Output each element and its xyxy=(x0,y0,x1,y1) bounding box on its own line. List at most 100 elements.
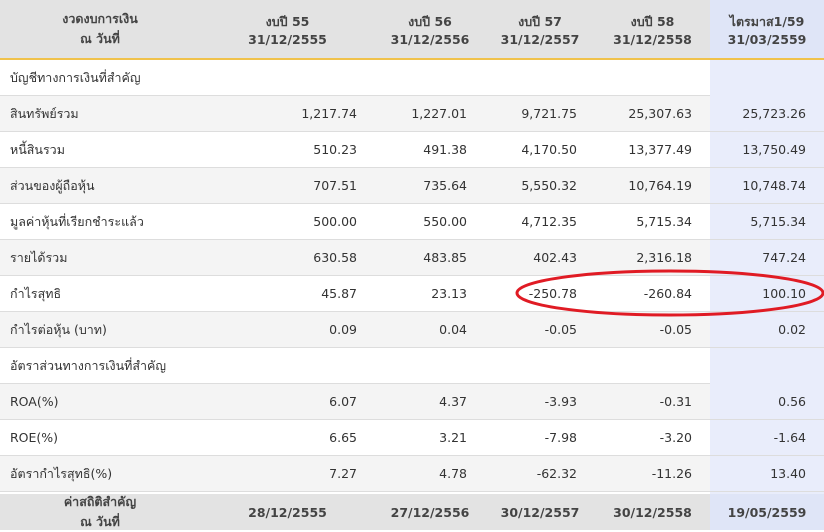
cell-text: -250.78 xyxy=(528,286,577,301)
cell-text: กำไรต่อหุ้น (บาท) xyxy=(10,321,107,337)
cell-text: -0.05 xyxy=(659,322,692,337)
header-cell: งบปี 55 31/12/2555 xyxy=(200,0,375,58)
table-cell: 13,750.49 xyxy=(710,132,824,168)
cell-text: 1,217.74 xyxy=(301,106,357,121)
cell-text: 707.51 xyxy=(313,178,357,193)
header-cell: ค่าสถิติสำคัญณ วันที่ xyxy=(0,494,200,530)
row-bg xyxy=(0,312,710,348)
cell-text: -260.84 xyxy=(643,286,692,301)
table-cell: -3.20 xyxy=(595,420,710,456)
cell-text: 0.56 xyxy=(778,394,806,409)
cell-text: งบปี 56 xyxy=(408,13,452,29)
table-cell: 5,715.34 xyxy=(595,204,710,240)
table-cell: -0.31 xyxy=(595,384,710,420)
table-cell: อัตรากำไรสุทธิ(%) xyxy=(0,456,200,492)
cell-text: ณ วันที่ xyxy=(80,31,120,46)
cell-text: งบปี 55 xyxy=(265,13,310,29)
table-cell: 402.43 xyxy=(485,240,595,276)
table-cell: 500.00 xyxy=(200,204,375,240)
header-cell: งบปี 56 31/12/2556 xyxy=(375,0,485,58)
cell-text: 747.24 xyxy=(762,250,806,265)
highlight-column xyxy=(710,0,824,530)
table-cell: ROA(%) xyxy=(0,384,200,420)
cell-text: 550.00 xyxy=(423,214,467,229)
table-cell: 483.85 xyxy=(375,240,485,276)
cell-text: ROE(%) xyxy=(10,430,59,445)
table-cell: 735.64 xyxy=(375,168,485,204)
header-cell: 19/05/2559 xyxy=(710,494,824,530)
table-cell: 4.78 xyxy=(375,456,485,492)
cell-text: บัญชีทางการเงินที่สำคัญ xyxy=(10,69,141,85)
cell-text: 4,170.50 xyxy=(521,142,577,157)
cell-text: -0.31 xyxy=(659,394,692,409)
table-cell: 0.04 xyxy=(375,312,485,348)
table-cell: 9,721.75 xyxy=(485,96,595,132)
table-cell: หนี้สินรวม xyxy=(0,132,200,168)
cell-text: 0.02 xyxy=(778,322,806,337)
table-cell: -0.05 xyxy=(485,312,595,348)
cell-text: 31/12/2555 xyxy=(248,31,327,47)
header-rule xyxy=(0,58,824,60)
table-cell: 25,307.63 xyxy=(595,96,710,132)
cell-text: 31/12/2556 xyxy=(390,31,470,47)
cell-text: 0.09 xyxy=(329,322,357,337)
cell-text: -7.98 xyxy=(544,430,577,445)
table-cell: -62.32 xyxy=(485,456,595,492)
table-cell: ส่วนของผู้ถือหุ้น xyxy=(0,168,200,204)
row-bg xyxy=(0,384,710,420)
cell-text: 13,750.49 xyxy=(742,142,806,157)
cell-text: 10,764.19 xyxy=(628,178,692,193)
cell-text: ไตรมาส1/59 xyxy=(729,13,805,29)
table-cell: -7.98 xyxy=(485,420,595,456)
cell-text: 3.21 xyxy=(439,430,467,445)
table-cell: 550.00 xyxy=(375,204,485,240)
table-cell: 5,550.32 xyxy=(485,168,595,204)
row-bg xyxy=(0,456,710,492)
cell-text: อัตราส่วนทางการเงินที่สำคัญ xyxy=(10,357,167,373)
table-cell: -1.64 xyxy=(710,420,824,456)
cell-text: งบปี 58 xyxy=(630,13,675,29)
table-cell: 10,748.74 xyxy=(710,168,824,204)
cell-text: 100.10 xyxy=(762,286,806,301)
table-cell: -3.93 xyxy=(485,384,595,420)
table-cell: มูลค่าหุ้นที่เรียกชำระแล้ว xyxy=(0,204,200,240)
table-cell: 4,170.50 xyxy=(485,132,595,168)
table-cell: -11.26 xyxy=(595,456,710,492)
section-title: บัญชีทางการเงินที่สำคัญ xyxy=(0,60,710,96)
header-cell: ไตรมาส1/59 31/03/2559 xyxy=(710,0,824,58)
header-cell: งบปี 57 31/12/2557 xyxy=(485,0,595,58)
cell-text: 13,377.49 xyxy=(628,142,692,157)
table-cell: 0.02 xyxy=(710,312,824,348)
cell-text: 30/12/2557 xyxy=(500,504,580,520)
cell-text: -11.26 xyxy=(651,466,692,481)
table-cell: 5,715.34 xyxy=(710,204,824,240)
table-cell: กำไรต่อหุ้น (บาท) xyxy=(0,312,200,348)
cell-text: 6.65 xyxy=(329,430,357,445)
cell-text: รายได้รวม xyxy=(10,249,68,265)
cell-text: 510.23 xyxy=(313,142,357,157)
table-cell: 707.51 xyxy=(200,168,375,204)
cell-text: สินทรัพย์รวม xyxy=(10,105,79,121)
cell-text: 7.27 xyxy=(329,466,357,481)
header-cell: 30/12/2557 xyxy=(485,494,595,530)
table-cell: 1,227.01 xyxy=(375,96,485,132)
cell-text: 23.13 xyxy=(431,286,467,301)
cell-text: -3.93 xyxy=(544,394,577,409)
table-cell: 630.58 xyxy=(200,240,375,276)
row-bg xyxy=(0,168,710,204)
table-cell: 4.37 xyxy=(375,384,485,420)
cell-text: 13.40 xyxy=(770,466,806,481)
cell-text: มูลค่าหุ้นที่เรียกชำระแล้ว xyxy=(10,213,144,229)
header-cell: 30/12/2558 xyxy=(595,494,710,530)
cell-text: 30/12/2558 xyxy=(613,504,692,520)
table-cell: 6.07 xyxy=(200,384,375,420)
table-cell: 13.40 xyxy=(710,456,824,492)
table-cell: สินทรัพย์รวม xyxy=(0,96,200,132)
cell-text: 28/12/2555 xyxy=(248,504,327,520)
cell-text: 6.07 xyxy=(329,394,357,409)
cell-text: 19/05/2559 xyxy=(727,504,807,520)
cell-text: ROA(%) xyxy=(10,394,59,409)
cell-text: 500.00 xyxy=(313,214,357,229)
table-cell: ROE(%) xyxy=(0,420,200,456)
